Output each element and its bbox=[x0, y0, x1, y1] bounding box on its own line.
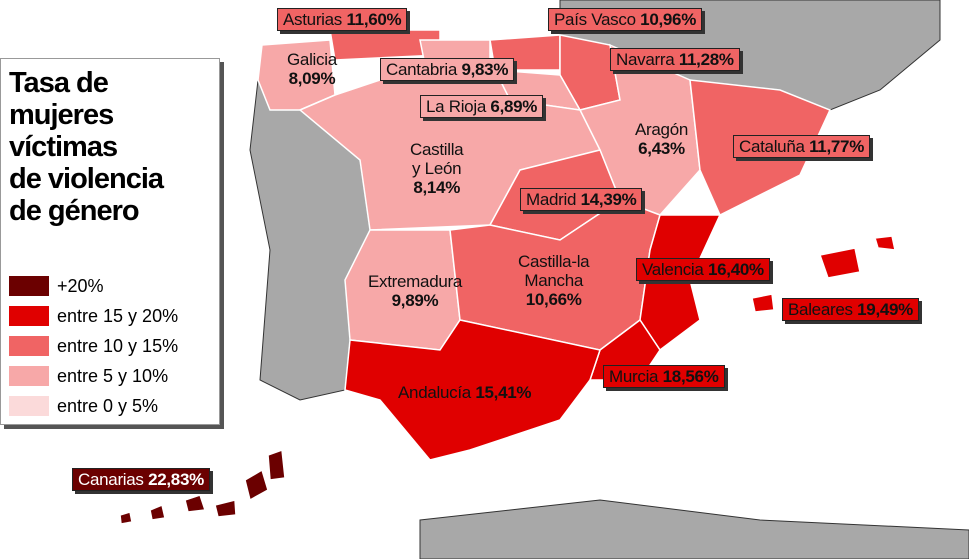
region-name: La Rioja bbox=[426, 97, 486, 116]
region-value: 11,28% bbox=[678, 50, 734, 69]
region-name: Murcia bbox=[609, 367, 659, 386]
region-value: 6,43% bbox=[638, 139, 685, 158]
region-name: Cantabria bbox=[386, 60, 458, 79]
region-name: Asturias bbox=[283, 10, 343, 29]
region-label: Castilla-la Mancha 10,66% bbox=[518, 252, 590, 309]
region-label: Andalucía 15,41% bbox=[398, 383, 532, 402]
region-shape bbox=[184, 494, 207, 513]
legend-swatch bbox=[9, 396, 49, 416]
region-label: Murcia 18,56% bbox=[603, 365, 725, 388]
region-label: Cataluña 11,77% bbox=[733, 135, 871, 158]
region-name: Galicia bbox=[287, 50, 337, 69]
region-name: Valencia bbox=[642, 260, 704, 279]
region-label: Canarias 22,83% bbox=[72, 468, 210, 491]
legend-item: +20% bbox=[9, 274, 104, 298]
region-name: Castilla-la Mancha bbox=[518, 252, 590, 290]
region-shape bbox=[267, 448, 286, 481]
region-name: Navarra bbox=[616, 50, 675, 69]
region-value: 11,60% bbox=[346, 10, 402, 29]
legend-label: entre 15 y 20% bbox=[57, 305, 179, 326]
region-value: 8,09% bbox=[288, 69, 336, 88]
region-value: 6,89% bbox=[490, 97, 538, 116]
region-value: 18,56% bbox=[662, 367, 719, 386]
region-label: Baleares 19,49% bbox=[782, 298, 919, 321]
region-label: País Vasco 10,96% bbox=[548, 8, 703, 31]
legend-label: entre 5 y 10% bbox=[57, 365, 169, 386]
region-value: 14,39% bbox=[580, 190, 637, 209]
region-shape bbox=[819, 247, 861, 279]
legend-item: entre 5 y 10% bbox=[9, 364, 168, 388]
region-value: 10,96% bbox=[640, 10, 697, 29]
legend-label: entre 10 y 15% bbox=[57, 335, 179, 356]
legend-item: entre 10 y 15% bbox=[9, 334, 178, 358]
region-value: 9,89% bbox=[391, 291, 439, 310]
region-value: 22,83% bbox=[148, 470, 204, 489]
region-label: Cantabria 9,83% bbox=[380, 58, 515, 81]
legend-label: +20% bbox=[57, 275, 104, 296]
region-label: Valencia 16,40% bbox=[636, 258, 770, 281]
legend-item: entre 15 y 20% bbox=[9, 304, 178, 328]
region-label: Extremadura 9,89% bbox=[368, 272, 462, 310]
region-value: 9,83% bbox=[461, 60, 509, 79]
region-name: Andalucía bbox=[398, 383, 471, 402]
legend-swatch bbox=[9, 366, 49, 386]
region-shape bbox=[344, 319, 601, 461]
region-label: Aragón 6,43% bbox=[635, 120, 688, 158]
africa bbox=[419, 499, 969, 559]
legend-label: entre 0 y 5% bbox=[57, 395, 159, 416]
legend-item: entre 0 y 5% bbox=[9, 394, 158, 418]
legend-swatch bbox=[9, 306, 49, 326]
region-name: Baleares bbox=[788, 300, 853, 319]
region-value: 11,77% bbox=[809, 137, 865, 156]
region-shape bbox=[149, 503, 166, 521]
region-name: Castilla y León bbox=[410, 140, 464, 178]
legend: Tasa de mujeres víctimas de violencia de… bbox=[0, 58, 220, 425]
region-name: Cataluña bbox=[739, 137, 805, 156]
region-name: Canarias bbox=[78, 470, 144, 489]
region-name: Extremadura bbox=[368, 272, 463, 291]
region-value: 8,14% bbox=[413, 178, 461, 197]
region-name: Madrid bbox=[526, 190, 577, 209]
region-value: 19,49% bbox=[857, 300, 913, 319]
region-label: Castilla y León 8,14% bbox=[410, 140, 464, 197]
region-name: Aragón bbox=[635, 120, 689, 139]
region-value: 16,40% bbox=[708, 260, 764, 279]
region-shape bbox=[119, 511, 133, 525]
region-label: Galicia 8,09% bbox=[287, 50, 337, 88]
region-label: Navarra 11,28% bbox=[610, 48, 740, 71]
legend-swatch bbox=[9, 276, 49, 296]
region-name: País Vasco bbox=[554, 10, 636, 29]
region-shape bbox=[244, 468, 269, 502]
region-label: Asturias 11,60% bbox=[277, 8, 408, 31]
region-label: Madrid 14,39% bbox=[520, 188, 643, 211]
region-value: 10,66% bbox=[525, 290, 582, 309]
legend-swatch bbox=[9, 336, 49, 356]
region-shape bbox=[214, 499, 237, 518]
region-shape bbox=[751, 293, 775, 313]
legend-title: Tasa de mujeres víctimas de violencia de… bbox=[9, 67, 164, 227]
region-label: La Rioja 6,89% bbox=[420, 95, 544, 118]
region-value: 15,41% bbox=[475, 383, 532, 402]
region-shape bbox=[874, 235, 896, 251]
